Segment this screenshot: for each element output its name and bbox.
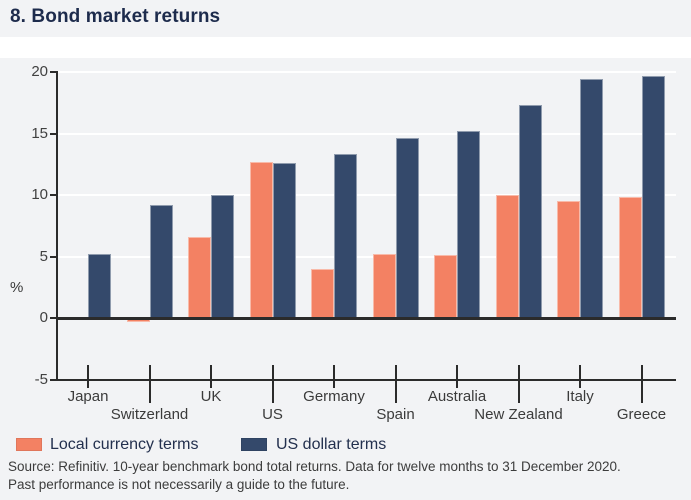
y-tick-label: 20 xyxy=(31,63,48,80)
bar-usd-italy xyxy=(580,79,603,318)
bar-usd-uk xyxy=(211,195,234,318)
bar-usd-switzerland xyxy=(149,204,173,318)
y-axis-unit-label: % xyxy=(10,279,24,296)
category-label-new-zealand: New Zealand xyxy=(474,405,563,423)
y-tick-mark xyxy=(50,317,57,319)
chart-title: 8. Bond market returns xyxy=(10,6,221,27)
source-note: Source: Refinitiv. 10-year benchmark bon… xyxy=(8,458,684,494)
category-tick-lower xyxy=(579,380,581,388)
category-tick-upper xyxy=(456,364,458,380)
category-label-us: US xyxy=(262,405,283,423)
category-label-japan: Japan xyxy=(67,387,109,405)
category-tick-lower xyxy=(271,380,274,403)
category-tick-upper xyxy=(87,364,89,380)
legend-swatch-local-currency xyxy=(16,438,42,451)
category-label-uk: UK xyxy=(200,387,222,405)
category-tick-lower xyxy=(87,380,89,388)
legend-label-us-dollar: US dollar terms xyxy=(276,436,387,453)
category-tick-lower xyxy=(333,380,335,388)
y-tick-mark xyxy=(50,132,57,135)
bar-usd-japan xyxy=(88,254,111,318)
bar-local-us xyxy=(249,161,273,318)
y-tick-label: -5 xyxy=(34,370,48,388)
title-bar: 8. Bond market returns xyxy=(0,0,691,37)
bar-usd-australia xyxy=(457,131,480,318)
y-tick-mark xyxy=(50,378,57,381)
category-label-switzerland: Switzerland xyxy=(110,405,189,423)
bar-usd-greece xyxy=(641,75,665,318)
category-tick-lower xyxy=(210,380,212,388)
bar-usd-germany xyxy=(334,154,357,318)
category-tick-upper xyxy=(517,364,520,380)
category-tick-upper xyxy=(333,364,335,380)
bar-local-italy xyxy=(557,201,580,318)
grid-line xyxy=(57,71,676,73)
bar-usd-spain xyxy=(395,138,419,318)
grid-line xyxy=(57,132,676,135)
bar-chart-plot: % -5 0 5 10 15 20 Japan Switzerland UK US Germany S… xyxy=(0,58,691,430)
bar-local-new-zealand xyxy=(495,195,519,318)
category-label-italy: Italy xyxy=(566,387,594,405)
divider-band xyxy=(0,37,691,58)
category-tick-lower xyxy=(148,380,151,403)
bar-local-uk xyxy=(188,236,211,318)
category-tick-lower xyxy=(517,380,520,403)
category-label-greece: Greece xyxy=(616,405,667,423)
category-label-spain: Spain xyxy=(376,405,415,423)
x-axis-line xyxy=(57,378,676,381)
y-tick-label: 0 xyxy=(39,309,48,326)
category-label-australia: Australia xyxy=(427,387,487,405)
legend-label-local-currency: Local currency terms xyxy=(50,436,199,453)
category-tick-lower xyxy=(394,380,397,403)
y-tick-mark xyxy=(50,71,57,73)
category-tick-upper xyxy=(210,364,212,380)
bar-local-greece xyxy=(618,197,642,318)
chart-legend: Local currency terms US dollar terms xyxy=(0,434,691,456)
category-label-germany: Germany xyxy=(303,387,365,405)
source-line-1: Source: Refinitiv. 10-year benchmark bon… xyxy=(8,459,621,474)
category-tick-lower xyxy=(640,380,643,403)
category-tick-upper xyxy=(579,364,581,380)
y-tick-mark xyxy=(50,194,57,196)
bar-usd-new-zealand xyxy=(518,105,542,318)
y-tick-label: 15 xyxy=(31,124,48,142)
bar-local-germany xyxy=(311,268,334,318)
grid-line xyxy=(57,255,676,258)
bar-local-switzerland xyxy=(126,318,150,322)
y-tick-label: 5 xyxy=(39,247,48,265)
bar-local-australia xyxy=(434,255,457,318)
y-tick-label: 10 xyxy=(31,186,48,203)
source-line-2: Past performance is not necessarily a gu… xyxy=(8,477,350,492)
bar-usd-us xyxy=(272,163,296,318)
bar-local-spain xyxy=(372,254,396,318)
y-axis-line xyxy=(56,71,58,381)
category-tick-lower xyxy=(456,380,458,388)
y-tick-mark xyxy=(50,255,57,258)
category-tick-upper xyxy=(148,364,151,380)
category-tick-upper xyxy=(640,364,643,380)
category-tick-upper xyxy=(394,364,397,380)
category-tick-upper xyxy=(271,364,274,380)
grid-line xyxy=(57,194,676,196)
zero-axis-line xyxy=(57,317,676,320)
legend-swatch-us-dollar xyxy=(241,438,267,451)
